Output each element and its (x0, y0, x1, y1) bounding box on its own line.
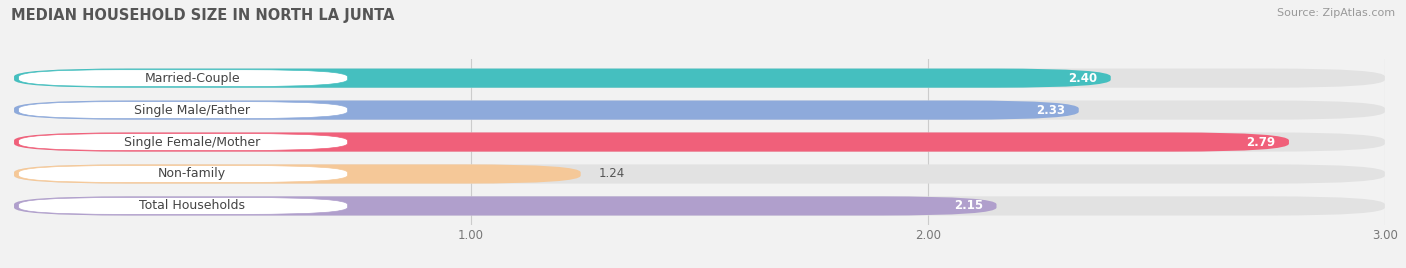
FancyBboxPatch shape (14, 164, 1385, 184)
FancyBboxPatch shape (14, 69, 1111, 88)
FancyBboxPatch shape (14, 196, 1385, 215)
Text: Total Households: Total Households (139, 199, 245, 213)
Text: 2.79: 2.79 (1246, 136, 1275, 148)
FancyBboxPatch shape (14, 132, 1385, 152)
Text: MEDIAN HOUSEHOLD SIZE IN NORTH LA JUNTA: MEDIAN HOUSEHOLD SIZE IN NORTH LA JUNTA (11, 8, 395, 23)
FancyBboxPatch shape (14, 132, 1289, 152)
FancyBboxPatch shape (14, 164, 581, 184)
Text: Single Male/Father: Single Male/Father (134, 104, 250, 117)
Text: Single Female/Mother: Single Female/Mother (124, 136, 260, 148)
Text: 2.15: 2.15 (953, 199, 983, 213)
FancyBboxPatch shape (18, 134, 347, 150)
FancyBboxPatch shape (14, 69, 1385, 88)
Text: 2.40: 2.40 (1069, 72, 1097, 85)
Text: Married-Couple: Married-Couple (145, 72, 240, 85)
FancyBboxPatch shape (18, 166, 347, 183)
FancyBboxPatch shape (14, 100, 1385, 120)
FancyBboxPatch shape (14, 100, 1078, 120)
FancyBboxPatch shape (18, 70, 347, 87)
FancyBboxPatch shape (14, 196, 997, 215)
FancyBboxPatch shape (18, 102, 347, 118)
FancyBboxPatch shape (18, 198, 347, 214)
Text: Source: ZipAtlas.com: Source: ZipAtlas.com (1277, 8, 1395, 18)
Text: 2.33: 2.33 (1036, 104, 1066, 117)
Text: Non-family: Non-family (159, 168, 226, 180)
Text: 1.24: 1.24 (599, 168, 626, 180)
